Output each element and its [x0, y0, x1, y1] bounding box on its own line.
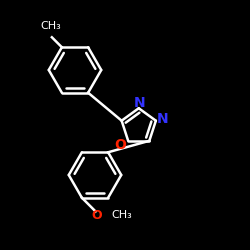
Text: N: N — [134, 96, 146, 110]
Text: CH₃: CH₃ — [40, 21, 61, 31]
Text: O: O — [115, 138, 126, 151]
Text: N: N — [156, 112, 168, 126]
Text: O: O — [92, 209, 102, 222]
Text: CH₃: CH₃ — [111, 210, 132, 220]
